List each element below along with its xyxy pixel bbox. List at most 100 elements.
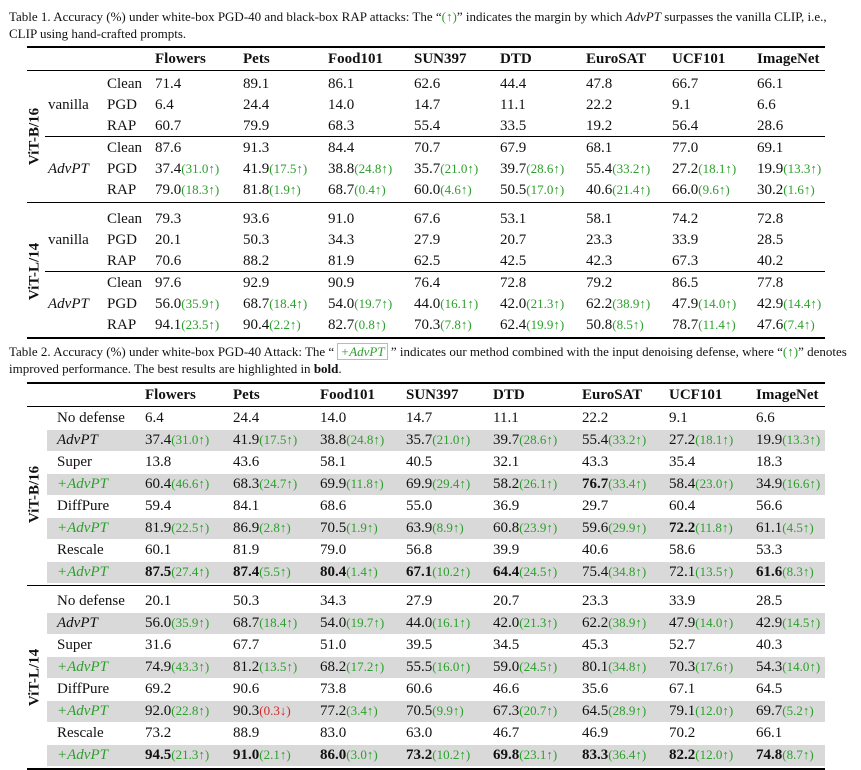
attack-label: Clean xyxy=(107,275,142,291)
table1-cell: 35.7(21.0↑) xyxy=(414,161,479,177)
table1-row: RAP 70.6 88.2 81.9 62.5 42.5 42.3 67.3 40.2 xyxy=(0,250,861,272)
table2-column-header: EuroSAT xyxy=(582,387,643,403)
table2-cell: 67.1 xyxy=(669,681,696,697)
table1-cell: 79.2 xyxy=(586,275,613,291)
table1-cell: 91.3 xyxy=(243,140,270,156)
table1-column-header: UCF101 xyxy=(672,51,726,67)
table2-cell: 63.0 xyxy=(406,725,433,741)
table2-cell: 91.0(2.1↑) xyxy=(233,747,291,763)
table2-cell: 56.8 xyxy=(406,542,433,558)
table1-cell: 28.5 xyxy=(757,232,784,248)
table2-cell: 90.3(0.3↓) xyxy=(233,703,291,719)
table1-cell: 81.9 xyxy=(328,253,355,269)
table2-cell: 74.8(8.7↑) xyxy=(756,747,814,763)
table1-cell: 91.0 xyxy=(328,211,355,227)
table2-cell: 60.4(46.6↑) xyxy=(145,476,210,492)
table2-row: Rescale 73.2 88.9 83.0 63.0 46.7 46.9 70.2 66.1 xyxy=(0,722,861,744)
table2-cell: 31.6 xyxy=(145,637,172,653)
table2-cell: 35.4 xyxy=(669,454,696,470)
table1-cell: 70.6 xyxy=(155,253,182,269)
table2-cell: 20.7 xyxy=(493,593,520,609)
defense-label: DiffPure xyxy=(57,681,110,697)
table2-cell: 68.2(17.2↑) xyxy=(320,659,385,675)
table1-cell: 39.7(28.6↑) xyxy=(500,161,565,177)
table2-cell: 27.2(18.1↑) xyxy=(669,432,734,448)
table1-cell: 66.7 xyxy=(672,76,699,92)
table2-cell: 40.5 xyxy=(406,454,433,470)
table2-cell: 60.4 xyxy=(669,498,696,514)
defense-label: +AdvPT xyxy=(57,747,108,763)
table1-row: RAP 60.7 79.9 68.3 55.4 33.5 19.2 56.4 28.6 xyxy=(0,115,861,137)
table2-cell: 61.6(8.3↑) xyxy=(756,564,814,580)
table2-cell: 72.1(13.5↑) xyxy=(669,564,734,580)
table1-cell: 86.1 xyxy=(328,76,355,92)
table1-top-rule xyxy=(27,46,825,48)
table1-cell: 79.0(18.3↑) xyxy=(155,182,220,198)
table2-cell: 60.8(23.9↑) xyxy=(493,520,558,536)
table2-row: Super 31.6 67.7 51.0 39.5 34.5 45.3 52.7 40.3 xyxy=(0,634,861,656)
table2-cell: 24.4 xyxy=(233,410,260,426)
table1-cell: 88.2 xyxy=(243,253,270,269)
defense-label: +AdvPT xyxy=(57,703,108,719)
table1-cell: 50.5(17.0↑) xyxy=(500,182,565,198)
table1-cell: 67.3 xyxy=(672,253,699,269)
table2-cell: 75.4(34.8↑) xyxy=(582,564,647,580)
table1-column-header: Pets xyxy=(243,51,270,67)
table2-row: No defense 20.1 50.3 34.3 27.9 20.7 23.3 33.9 28… xyxy=(0,590,861,612)
table2-cell: 56.0(35.9↑) xyxy=(145,615,210,631)
table1-cell: 72.8 xyxy=(757,211,784,227)
table2-cell: 6.4 xyxy=(145,410,164,426)
table2-row: +AdvPT 81.9(22.5↑) 86.9(2.8↑) 70.5(1.9↑) 63.… xyxy=(0,517,861,539)
table1-cell: 42.9(14.4↑) xyxy=(757,296,822,312)
table1-block-rule xyxy=(45,271,825,272)
table1-cell: 34.3 xyxy=(328,232,355,248)
table2-cell: 39.5 xyxy=(406,637,433,653)
defense-label: Super xyxy=(57,637,92,653)
table1-cell: 6.4 xyxy=(155,97,174,113)
highlight-band xyxy=(47,701,825,722)
model-label: ViT-B/16 xyxy=(26,465,43,524)
table2-column-header: Flowers xyxy=(145,387,196,403)
table1-cell: 66.0(9.6↑) xyxy=(672,182,730,198)
defense-label: +AdvPT xyxy=(57,520,108,536)
table2-column-header: SUN397 xyxy=(406,387,459,403)
table1-cell: 72.8 xyxy=(500,275,527,291)
table2-cell: 55.5(16.0↑) xyxy=(406,659,471,675)
table1-row: Clean 79.3 93.6 91.0 67.6 53.1 58.1 74.2 72.8 xyxy=(0,208,861,230)
defense-label: +AdvPT xyxy=(57,659,108,675)
table2-cell: 46.9 xyxy=(582,725,609,741)
table2-cell: 47.9(14.0↑) xyxy=(669,615,734,631)
table2-column-header: Pets xyxy=(233,387,260,403)
table1-cell: 93.6 xyxy=(243,211,270,227)
table2-cell: 29.7 xyxy=(582,498,609,514)
table1-cell: 94.1(23.5↑) xyxy=(155,317,220,333)
table1-cell: 78.7(11.4↑) xyxy=(672,317,736,333)
table2-column-header: UCF101 xyxy=(669,387,723,403)
table2-cell: 81.9(22.5↑) xyxy=(145,520,210,536)
table2-row: +AdvPT 87.5(27.4↑) 87.4(5.5↑) 80.4(1.4↑) 67.… xyxy=(0,561,861,583)
table2-cell: 13.8 xyxy=(145,454,172,470)
table2-cell: 76.7(33.4↑) xyxy=(582,476,647,492)
table2-cell: 9.1 xyxy=(669,410,688,426)
table2-column-header: ImageNet xyxy=(756,387,819,403)
method-label: vanilla xyxy=(48,231,89,248)
table1-cell: 28.6 xyxy=(757,118,784,134)
table1-row: Clean 87.6 91.3 84.4 70.7 67.9 68.1 77.0 69.1 xyxy=(0,137,861,159)
table1-column-header: Food101 xyxy=(328,51,384,67)
table2-cell: 63.9(8.9↑) xyxy=(406,520,464,536)
table1-cell: 47.8 xyxy=(586,76,613,92)
table2-cell: 35.7(21.0↑) xyxy=(406,432,471,448)
table1-cell: 62.6 xyxy=(414,76,441,92)
table2-cell: 70.3(17.6↑) xyxy=(669,659,734,675)
table2-cell: 59.6(29.9↑) xyxy=(582,520,647,536)
table2-column-header: DTD xyxy=(493,387,525,403)
table2-cell: 72.2(11.8↑) xyxy=(669,520,733,536)
table1-cell: 30.2(1.6↑) xyxy=(757,182,815,198)
table1-cell: 92.9 xyxy=(243,275,270,291)
table2-cell: 60.6 xyxy=(406,681,433,697)
table1-group-rule xyxy=(27,202,825,203)
defense-label: AdvPT xyxy=(57,615,98,631)
defense-label: No defense xyxy=(57,593,125,609)
table2-row: +AdvPT 74.9(43.3↑) 81.2(13.5↑) 68.2(17.2↑) 5… xyxy=(0,656,861,678)
table2-cell: 51.0 xyxy=(320,637,347,653)
